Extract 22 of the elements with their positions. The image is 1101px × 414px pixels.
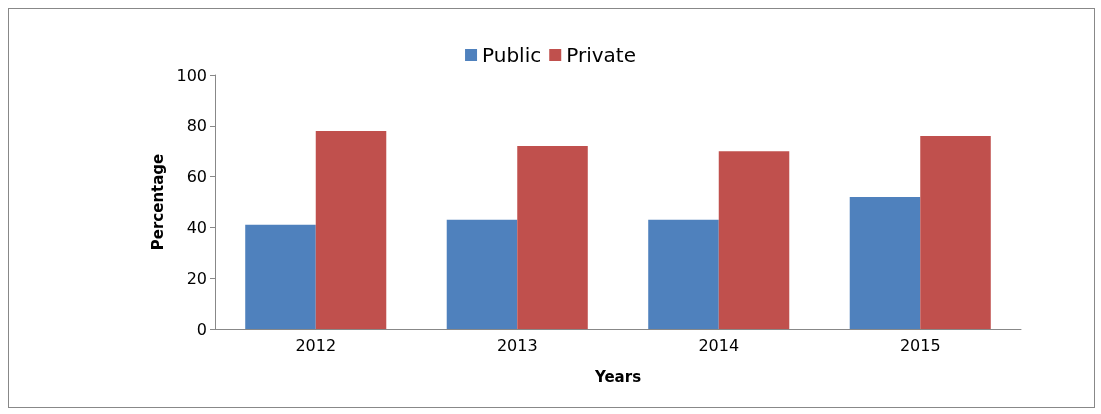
y-tick-label: 60 — [186, 167, 207, 187]
y-tick-label: 0 — [196, 319, 207, 339]
y-tick-label: 40 — [186, 217, 207, 237]
x-tick-label: 2013 — [496, 335, 538, 355]
y-tick-label: 80 — [186, 116, 207, 136]
legend-label: Public — [482, 43, 542, 67]
bar — [849, 196, 921, 329]
bar — [245, 224, 316, 329]
bar — [718, 151, 790, 329]
y-axis-title: Percentage — [149, 153, 168, 251]
bar — [920, 135, 991, 329]
x-tick-label: 2012 — [295, 335, 337, 355]
y-tick-label: 100 — [176, 65, 207, 85]
y-tick-label: 20 — [186, 268, 207, 288]
legend-label: Private — [566, 43, 636, 67]
x-tick-label: 2014 — [698, 335, 740, 355]
bar — [648, 219, 719, 329]
x-tick-label: 2015 — [899, 335, 941, 355]
bar — [446, 219, 518, 329]
x-axis-title: Years — [593, 367, 642, 386]
bar — [517, 146, 588, 329]
bar — [315, 130, 387, 329]
